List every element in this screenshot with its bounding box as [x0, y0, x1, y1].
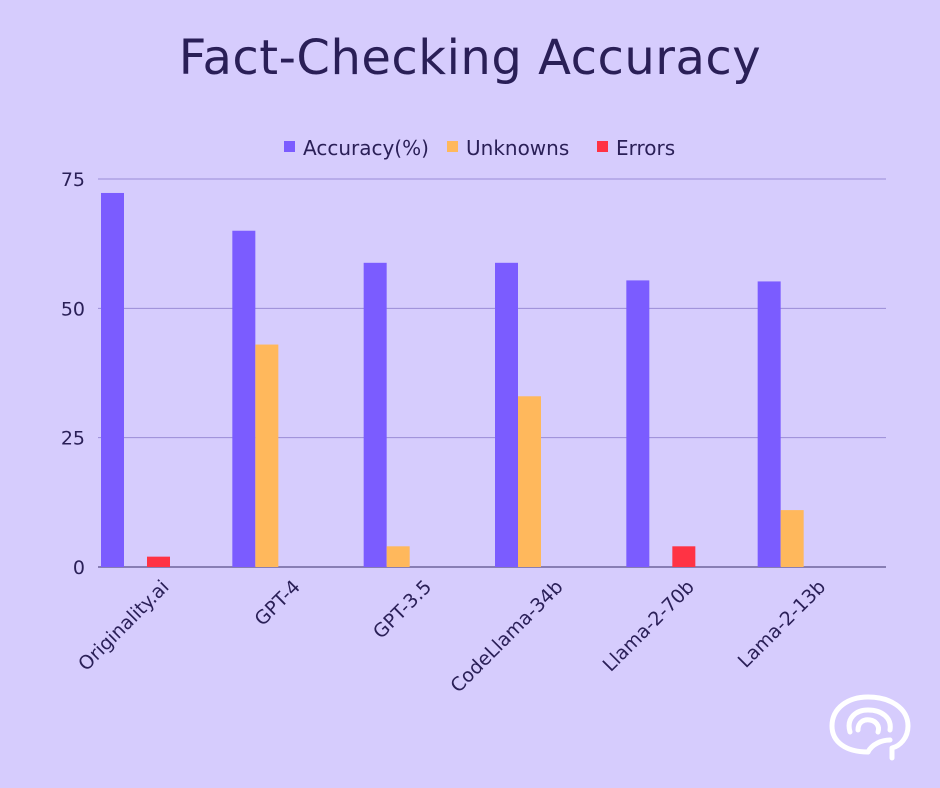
legend-swatch — [284, 141, 295, 152]
bar-unknowns — [386, 546, 410, 567]
bar-accuracy — [363, 262, 387, 567]
legend-swatch — [447, 141, 458, 152]
x-tick-label: Llama-2-70b — [599, 576, 699, 676]
x-tick-label: CodeLlama-34b — [446, 576, 567, 697]
bar-errors — [672, 546, 696, 567]
x-tick-label: GPT-3.5 — [369, 576, 436, 643]
bar-accuracy — [232, 230, 256, 567]
legend-swatch — [597, 141, 608, 152]
x-tick-label: Originality.ai — [74, 576, 173, 675]
x-tick-label: GPT-4 — [250, 576, 304, 630]
y-tick-label: 0 — [73, 557, 85, 579]
legend-label: Accuracy(%) — [303, 136, 429, 160]
chart-title: Fact-Checking Accuracy — [178, 30, 762, 86]
bar-accuracy — [626, 280, 650, 567]
x-tick-label: Lama-2-13b — [734, 576, 830, 672]
y-tick-label: 50 — [61, 298, 85, 320]
legend-label: Unknowns — [466, 136, 569, 160]
bar-accuracy — [757, 281, 781, 567]
bar-unknowns — [780, 510, 804, 567]
legend-label: Errors — [616, 136, 675, 160]
y-tick-label: 25 — [61, 428, 85, 450]
bar-unknowns — [518, 396, 541, 567]
bar-accuracy — [495, 262, 518, 567]
bar-errors — [147, 556, 170, 567]
y-tick-label: 75 — [61, 169, 85, 191]
brain-logo-icon — [829, 694, 911, 761]
bar-accuracy — [101, 192, 124, 567]
bar-unknowns — [255, 344, 279, 567]
